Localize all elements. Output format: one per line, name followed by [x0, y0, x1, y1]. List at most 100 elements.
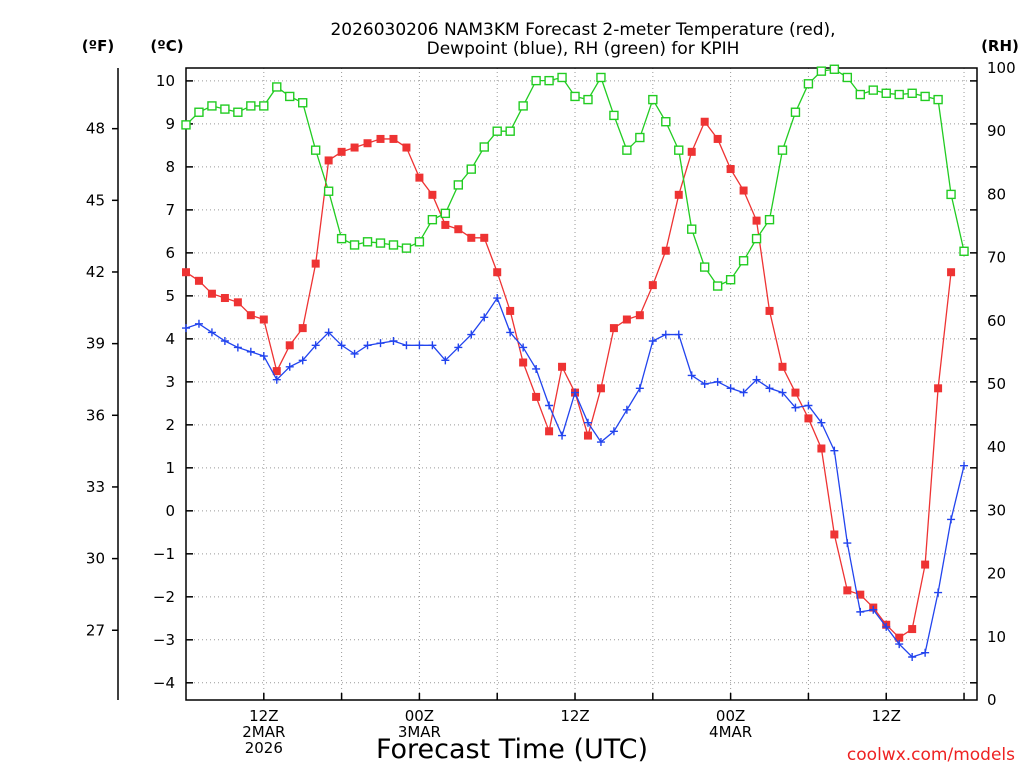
- 2-meter-dewpoint-point: [596, 438, 605, 447]
- 2-meter-temperature-point: [635, 311, 644, 320]
- relative-humidity-point: [648, 94, 658, 105]
- 2-meter-temperature-point: [739, 186, 748, 195]
- 2-meter-temperature-point: [402, 143, 411, 152]
- 2-meter-dewpoint-point: [583, 418, 592, 427]
- 2-meter-temperature-point: [519, 358, 528, 367]
- relative-humidity-point: [777, 145, 788, 155]
- 2-meter-dewpoint-point: [506, 328, 515, 337]
- x-tick-label: 2026: [245, 739, 283, 757]
- relative-humidity-point: [505, 126, 515, 136]
- 2-meter-dewpoint-point: [700, 380, 709, 388]
- relative-humidity-point: [336, 233, 347, 244]
- 2-meter-dewpoint-point: [895, 640, 904, 649]
- relative-humidity-point: [285, 91, 295, 102]
- celsius-tick-label: 0: [165, 502, 175, 520]
- 2-meter-temperature-point: [311, 259, 320, 268]
- 2-meter-temperature-point: [947, 268, 956, 277]
- relative-humidity-point: [518, 101, 528, 111]
- fahrenheit-tick-label: 42: [86, 263, 105, 281]
- relative-humidity-point: [414, 237, 425, 247]
- 2-meter-dewpoint-point: [661, 330, 670, 339]
- 2-meter-temperature-point: [908, 625, 917, 634]
- rh-tick-label: 80: [987, 185, 1006, 203]
- rh-tick-label: 30: [987, 501, 1006, 519]
- 2-meter-dewpoint-point: [882, 622, 891, 631]
- 2-meter-temperature-point: [259, 315, 268, 324]
- 2-meter-temperature-point: [817, 444, 826, 453]
- fahrenheit-tick-label: 33: [86, 478, 105, 496]
- 2-meter-dewpoint-point: [480, 313, 489, 322]
- celsius-tick-label: 1: [165, 459, 175, 477]
- fahrenheit-tick-label: 30: [86, 550, 105, 568]
- 2-meter-dewpoint-point: [337, 341, 346, 350]
- relative-humidity-point: [894, 89, 904, 100]
- 2-meter-dewpoint-point: [960, 461, 969, 470]
- relative-humidity-point: [259, 101, 269, 111]
- 2-meter-dewpoint-point: [415, 341, 424, 350]
- relative-humidity-point: [946, 189, 956, 200]
- relative-humidity-point: [440, 208, 451, 219]
- credit-link[interactable]: coolwx.com/models: [847, 745, 1015, 765]
- 2-meter-temperature-point: [194, 276, 203, 285]
- 2-meter-temperature-point: [285, 341, 294, 350]
- 2-meter-temperature-point: [428, 190, 437, 199]
- fahrenheit-tick-label: 39: [86, 335, 105, 353]
- 2-meter-dewpoint-point: [687, 371, 696, 380]
- relative-humidity-point: [738, 256, 749, 266]
- 2-meter-dewpoint-point: [921, 648, 930, 657]
- 2-meter-dewpoint-point: [182, 324, 190, 333]
- celsius-tick-label: 7: [165, 201, 175, 219]
- 2-meter-temperature-point: [441, 220, 450, 229]
- 2-meter-temperature-point: [324, 156, 333, 165]
- rh-tick-label: 40: [987, 438, 1006, 456]
- relative-humidity-point: [712, 281, 723, 291]
- celsius-tick-label: 5: [165, 287, 175, 305]
- rh-tick-label: 100: [987, 59, 1016, 77]
- relative-humidity-point: [829, 64, 840, 74]
- x-tick-label: 12Z: [872, 707, 901, 725]
- relative-humidity-point: [194, 107, 204, 117]
- relative-humidity-point: [764, 214, 775, 225]
- fahrenheit-tick-label: 45: [86, 191, 105, 209]
- 2-meter-dewpoint-point: [441, 356, 450, 365]
- 2-meter-dewpoint-point: [635, 384, 644, 393]
- 2-meter-temperature-point: [843, 586, 852, 595]
- 2-meter-temperature-line: [185, 120, 952, 639]
- 2-meter-temperature-point: [765, 306, 774, 315]
- 2-meter-dewpoint-point: [674, 330, 683, 339]
- x-tick-label: 00Z: [405, 707, 434, 725]
- relative-humidity-point: [855, 89, 865, 100]
- celsius-tick-label: 8: [165, 158, 175, 176]
- x-tick-label: 3MAR: [398, 723, 441, 741]
- 2-meter-temperature-point: [389, 134, 398, 143]
- 2-meter-temperature-point: [830, 530, 839, 539]
- rh-tick-label: 20: [987, 565, 1006, 583]
- relative-humidity-point: [687, 224, 697, 234]
- relative-humidity-point: [349, 240, 360, 250]
- relative-humidity-point: [388, 240, 399, 250]
- 2-meter-temperature-point: [182, 268, 190, 277]
- relative-humidity-point: [661, 117, 671, 127]
- chart-title-line1: 2026030206 NAM3KM Forecast 2-meter Tempe…: [330, 20, 835, 40]
- series: [181, 64, 969, 662]
- 2-meter-temperature-point: [609, 324, 618, 333]
- 2-meter-temperature-point: [700, 117, 709, 126]
- rh-tick-label: 70: [987, 249, 1006, 267]
- 2-meter-temperature-point: [506, 306, 515, 315]
- relative-humidity-point: [570, 91, 580, 102]
- 2-meter-dewpoint-point: [402, 341, 411, 350]
- 2-meter-temperature-point: [480, 233, 489, 242]
- relative-humidity-point: [479, 142, 489, 152]
- relative-humidity-point: [220, 104, 230, 114]
- 2-meter-temperature-point: [363, 139, 372, 148]
- 2-meter-dewpoint-point: [519, 343, 528, 352]
- 2-meter-temperature-point: [246, 311, 255, 320]
- relative-humidity-point: [375, 238, 386, 248]
- 2-meter-temperature-point: [220, 294, 229, 303]
- celsius-tick-label: 4: [165, 330, 175, 348]
- 2-meter-temperature-point: [272, 367, 281, 376]
- relative-humidity-point: [583, 94, 593, 105]
- 2-meter-dewpoint-point: [713, 377, 722, 386]
- rh-tick-label: 90: [987, 122, 1006, 140]
